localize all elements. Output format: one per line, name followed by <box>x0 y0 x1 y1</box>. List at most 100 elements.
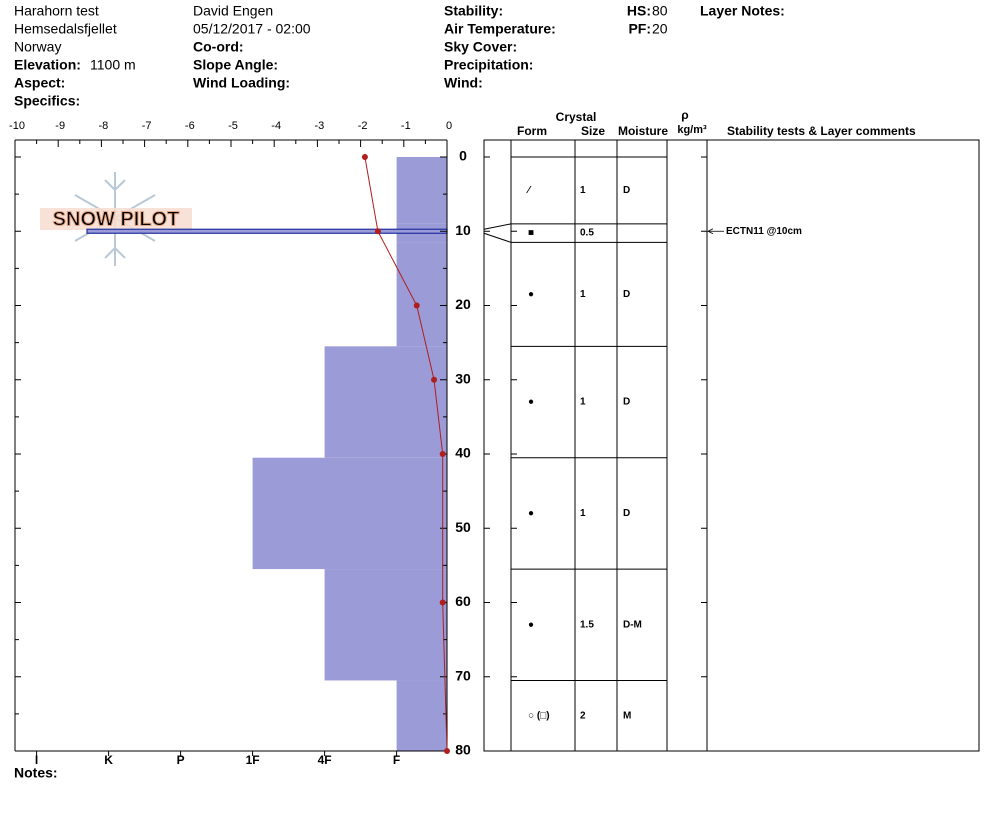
field-label: Elevation: <box>14 57 81 73</box>
hardness-bar <box>324 346 447 458</box>
header: Harahorn test Hemsedalsfjellet Norway El… <box>14 3 785 109</box>
hardness-tick-label: 4F <box>318 753 332 767</box>
y-tick-label: 10 <box>455 222 471 238</box>
hardness-tick-label: F <box>393 753 400 767</box>
layer-moisture: D-M <box>623 619 642 630</box>
field-label: Specifics: <box>14 93 80 109</box>
hardness-bar <box>324 569 447 681</box>
column-header: Moisture <box>618 124 668 138</box>
field-label: Aspect: <box>14 75 65 91</box>
field-value: 20 <box>652 21 668 37</box>
layer-size: 2 <box>580 710 586 721</box>
x-tick-label: 0 <box>446 120 452 132</box>
watermark-text: SNOW PILOT <box>53 208 180 230</box>
temperature-point <box>444 748 450 754</box>
temperature-point <box>431 376 438 383</box>
column-header: ρ <box>681 108 688 122</box>
layer-size: 1 <box>580 289 586 300</box>
location: Harahorn test <box>14 3 99 19</box>
layer-moisture: D <box>623 289 630 300</box>
notes-label: Notes: <box>14 765 58 781</box>
layer-form: ● <box>528 397 534 408</box>
field-label: Co-ord: <box>193 39 244 55</box>
field-label: Wind: <box>444 75 483 91</box>
layer-moisture: D <box>623 185 630 196</box>
y-tick-label: 70 <box>455 667 471 683</box>
location: Hemsedalsfjellet <box>14 21 117 37</box>
layer-size: 1 <box>580 185 586 196</box>
layer-form: ■ <box>528 228 534 239</box>
hardness-bar <box>252 457 447 570</box>
hardness-tick-label: P <box>177 753 185 767</box>
y-tick-label: 80 <box>455 742 471 758</box>
x-tick-label: -3 <box>315 120 325 132</box>
field-value: 80 <box>652 3 668 19</box>
y-tick-label: 60 <box>455 593 471 609</box>
y-tick-label: 0 <box>459 148 467 164</box>
layer-connector <box>483 223 512 230</box>
column-header: Stability tests & Layer comments <box>727 124 916 138</box>
x-tick-label: -1 <box>401 120 411 132</box>
stability-test-bar <box>86 228 448 234</box>
layer-moisture: D <box>623 508 630 519</box>
x-tick-label: -7 <box>142 120 152 132</box>
hardness-tick-label: K <box>104 753 113 767</box>
field-value: 1100 m <box>90 57 136 73</box>
layer-connector <box>483 232 512 243</box>
table-frame <box>483 139 980 752</box>
hardness-tick-label: 1F <box>246 753 260 767</box>
field-label: Air Temperature: <box>444 21 556 37</box>
x-tick-label: -6 <box>185 120 195 132</box>
layer-moisture: D <box>623 397 630 408</box>
temperature-point <box>413 302 420 309</box>
temperature-point <box>361 154 368 160</box>
field-label: Wind Loading: <box>193 75 290 91</box>
column-header: kg/m³ <box>677 124 707 136</box>
x-tick-label: -2 <box>358 120 368 132</box>
test-arrow-head <box>707 228 714 235</box>
layer-size: 1 <box>580 397 586 408</box>
temperature-point <box>374 228 381 235</box>
temperature-point <box>439 451 446 457</box>
layer-form: ○ (□) <box>528 710 550 721</box>
x-tick-label: -8 <box>99 120 109 132</box>
watermark-band <box>40 208 192 230</box>
layer-size: 1.5 <box>580 619 594 630</box>
snowflake-arm <box>104 179 126 192</box>
y-tick-label: 40 <box>455 445 471 461</box>
column-header: Size <box>581 124 605 138</box>
layer-size: 0.5 <box>580 228 594 239</box>
layer-form: ● <box>528 508 534 519</box>
hardness-bar <box>396 680 447 751</box>
hardness-tick-label: I <box>35 753 38 767</box>
field-label: Sky Cover: <box>444 39 517 55</box>
column-header: Crystal <box>556 110 597 124</box>
layer-form: ⁄ <box>526 185 532 196</box>
snowflake-arm <box>104 246 126 259</box>
x-tick-label: -9 <box>55 120 65 132</box>
y-tick-label: 20 <box>455 296 471 312</box>
x-tick-label: -10 <box>9 120 25 132</box>
location: Norway <box>14 39 61 55</box>
layer-form: ● <box>528 619 534 630</box>
hardness-bar <box>396 242 447 347</box>
field-label: PF: <box>628 21 651 37</box>
layer-size: 1 <box>580 508 586 519</box>
layer-moisture: M <box>623 710 631 721</box>
test-label: ECTN11 @10cm <box>726 226 802 237</box>
layer-form: ● <box>528 289 534 300</box>
datetime: 05/12/2017 - 02:00 <box>193 21 311 37</box>
temperature-point <box>439 599 446 606</box>
field-label: Layer Notes: <box>700 3 785 19</box>
x-tick-label: -4 <box>271 120 281 132</box>
field-label: Precipitation: <box>444 57 533 73</box>
column-header: Form <box>517 124 547 138</box>
field-label: Slope Angle: <box>193 57 278 73</box>
y-tick-label: 30 <box>455 370 471 386</box>
y-tick-label: 50 <box>455 519 471 535</box>
field-label: HS: <box>627 3 651 19</box>
field-label: Stability: <box>444 3 503 19</box>
observer: David Engen <box>193 3 273 19</box>
